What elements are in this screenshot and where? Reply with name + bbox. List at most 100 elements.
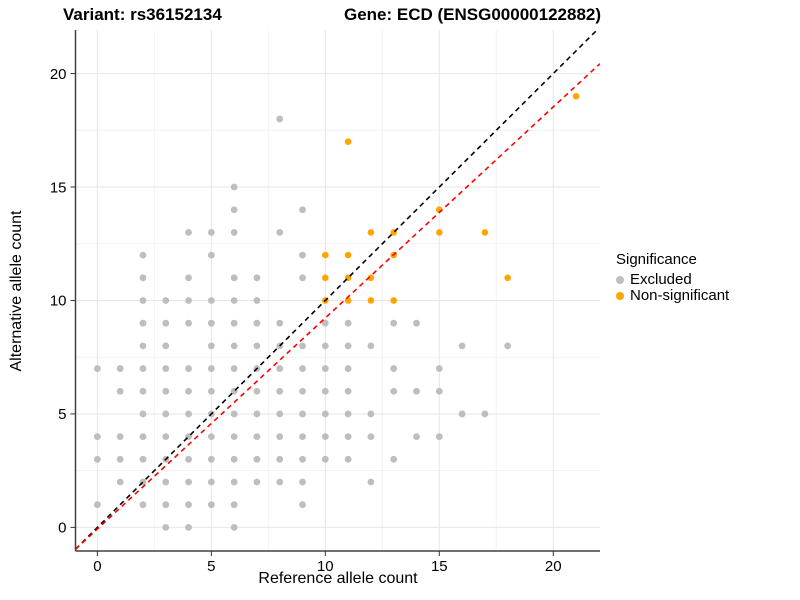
scatter-point [321,387,329,395]
scatter-point [321,410,329,418]
scatter-point [322,274,329,282]
scatter-point [207,478,215,486]
scatter-point [458,342,466,350]
scatter-point [481,229,489,236]
y-tick-label: 10 [50,293,67,310]
tick-marks: 0 5 10 15 20 0 5 10 15 20 [50,66,562,575]
scatter-point [162,478,170,486]
scatter-point [367,410,375,418]
scatter-point [116,478,124,486]
scatter-point [299,478,306,486]
scatter-point [185,319,192,327]
scatter-point [207,455,215,463]
scatter-point [299,455,306,463]
scatter-point [230,478,238,486]
scatter-point [230,206,238,214]
scatter-point [299,365,306,372]
scatter-point [390,455,398,463]
scatter-point [185,229,192,236]
legend-label-excluded: Excluded [630,271,692,288]
scatter-point [139,365,147,372]
scatter-point [139,251,147,259]
scatter-point [230,183,238,191]
scatter-point [253,297,261,304]
scatter-point [276,387,284,395]
scatter-point [299,274,306,282]
scatter-point [93,433,101,441]
scatter-point [367,229,375,236]
y-tick-label: 15 [50,179,67,196]
x-axis-label: Reference allele count [258,570,418,587]
scatter-point [435,229,443,236]
scatter-point [230,342,238,350]
scatter-point [276,410,284,418]
scatter-point [321,342,329,350]
legend-title: Significance [616,251,697,268]
reference-lines [75,30,600,550]
scatter-point [390,365,398,372]
scatter-point [139,455,147,463]
scatter-point [322,251,329,259]
scatter-point [185,524,192,531]
legend-item-excluded: Excluded [616,272,729,287]
scatter-point [344,455,352,463]
scatter-point [276,365,284,372]
scatter-point [390,319,398,327]
scatter-point [413,433,420,441]
scatter-point [253,455,261,463]
scatter-point [185,297,192,304]
scatter-point [162,319,170,327]
scatter-point [458,410,466,418]
scatter-point [139,319,147,327]
scatter-point [299,387,306,395]
scatter-point [230,319,238,327]
scatter-point [572,92,580,100]
scatter-point [276,229,284,236]
scatter-point [207,297,215,304]
scatter-point [413,387,420,395]
scatter-point [435,387,443,395]
scatter-point [390,387,398,395]
scatter-point [276,433,284,441]
axes [74,30,600,552]
scatter-point [185,455,192,463]
scatter-point [185,365,192,372]
scatter-point [207,229,215,236]
scatter-point [230,455,238,463]
scatter-point [344,297,352,304]
x-tick-label: 15 [431,558,448,575]
scatter-point [185,387,192,395]
scatter-point [139,297,147,304]
scatter-point [253,478,261,486]
scatter-point [116,387,124,395]
scatter-point [207,342,215,350]
scatter-point [185,478,192,486]
scatter-point [367,342,375,350]
legend-label-non-significant: Non-significant [630,287,730,304]
scatter-point [299,206,306,214]
scatter-point [253,342,261,350]
scatter-point [230,229,238,236]
scatter-point [230,297,238,304]
scatter-point [230,410,238,418]
scatter-point [162,365,170,372]
identity-line [75,30,599,550]
scatter-point [139,501,147,509]
y-tick-label: 5 [58,406,66,423]
scatter-point [344,319,352,327]
scatter-point [207,319,215,327]
plot-title-variant: Variant: rs36152134 [63,5,222,24]
scatter-point [390,297,398,304]
scatter-point [344,138,352,145]
scatter-point [116,365,124,372]
legend-swatch-excluded [616,275,624,284]
x-tick-label: 0 [93,558,101,575]
y-tick-label: 0 [58,520,66,537]
scatter-point [253,410,261,418]
scatter-point [344,342,352,350]
scatter-point [207,387,215,395]
scatter-point [185,501,192,509]
scatter-point [253,433,261,441]
series-excluded [93,115,512,531]
